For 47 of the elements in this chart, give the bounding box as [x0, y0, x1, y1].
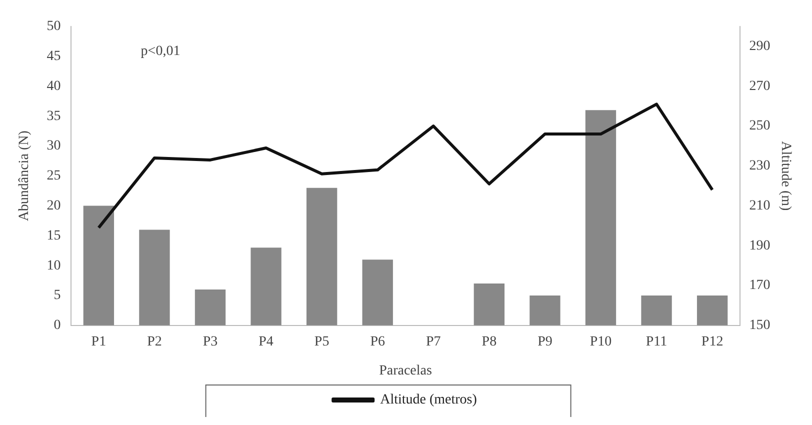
y2-tick-label: 210: [749, 198, 770, 214]
bar: [139, 230, 170, 326]
y-tick-label: 0: [54, 318, 61, 334]
bar: [250, 248, 282, 326]
y-tick-label: 10: [46, 258, 61, 274]
bar: [474, 284, 505, 326]
y-tick-label: 40: [46, 78, 61, 94]
y-tick-label: 15: [46, 228, 61, 244]
y-tick-label: 35: [46, 108, 61, 124]
y-tick-label: 5: [54, 288, 61, 304]
y2-axis-title: Altitude (m): [778, 141, 793, 212]
bar: [362, 260, 393, 326]
bar: [83, 206, 114, 326]
y-tick-label: 20: [46, 198, 61, 214]
x-tick-label: P11: [646, 334, 668, 350]
y2-tick-label: 290: [749, 39, 770, 54]
bar: [585, 110, 616, 326]
y2-tick-label: 270: [749, 78, 770, 94]
x-tick-label: P6: [370, 334, 386, 350]
x-tick-label: P5: [314, 334, 330, 350]
bar: [194, 290, 226, 326]
y2-tick-label: 250: [749, 118, 770, 134]
bar: [641, 296, 672, 326]
y-tick-label: 25: [46, 168, 61, 184]
bar: [696, 296, 728, 326]
x-tick-label: P4: [258, 334, 274, 350]
x-tick-label: P3: [202, 334, 218, 350]
y2-tick-label: 230: [749, 158, 770, 174]
bar: [530, 296, 560, 326]
x-tick-label: P1: [91, 334, 106, 350]
annotation: p<0,01: [140, 44, 180, 60]
y-tick-label: 50: [46, 19, 61, 34]
x-tick-label: P12: [701, 334, 724, 350]
x-tick-label: P9: [538, 334, 552, 350]
y2-tick-label: 170: [749, 278, 770, 294]
legend-label: Altitude (metros): [380, 392, 478, 408]
x-tick-label: P8: [482, 334, 497, 350]
y2-tick-label: 150: [749, 318, 770, 334]
x-tick-label: P7: [426, 334, 441, 350]
y-tick-label: 45: [46, 48, 61, 64]
y2-tick-label: 190: [749, 238, 770, 254]
x-tick-label: P10: [590, 334, 612, 350]
bar: [306, 188, 338, 326]
x-tick-label: P2: [147, 334, 162, 350]
y-tick-label: 30: [46, 138, 61, 154]
x-axis-title: Paracelas: [379, 363, 432, 378]
y-axis-title: Abundância (N): [17, 130, 32, 222]
